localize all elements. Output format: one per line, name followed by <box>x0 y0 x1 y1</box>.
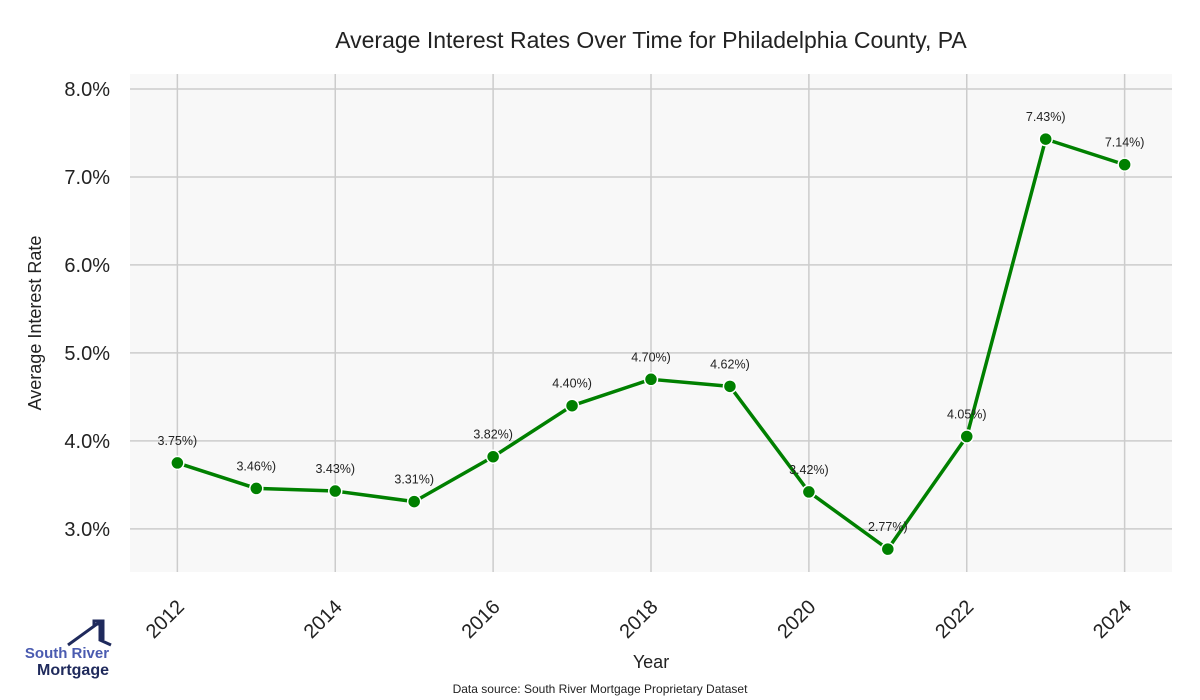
data-point <box>249 481 264 496</box>
y-tick-label: 5.0% <box>64 343 110 365</box>
data-label: 3.82%) <box>473 428 513 442</box>
y-tick-label: 3.0% <box>64 519 110 541</box>
data-source-note: Data source: South River Mortgage Propri… <box>453 682 748 696</box>
data-point <box>406 494 422 509</box>
x-axis-label: Year <box>633 652 669 672</box>
data-label: 3.43%) <box>315 462 355 476</box>
company-logo: South River Mortgage <box>25 619 112 679</box>
data-label: 4.62%) <box>710 357 750 371</box>
data-label: 3.31%) <box>394 473 434 487</box>
chart-title: Average Interest Rates Over Time for Phi… <box>335 27 967 53</box>
x-tick-label: 2012 <box>142 596 189 643</box>
data-point <box>959 429 975 444</box>
data-label: 4.40%) <box>552 377 592 391</box>
x-tick-label: 2022 <box>931 596 978 643</box>
svg-text:Mortgage: Mortgage <box>37 662 109 679</box>
x-tick-label: 2014 <box>300 596 347 643</box>
x-tick-label: 2024 <box>1089 596 1136 643</box>
y-tick-label: 8.0% <box>64 79 110 101</box>
y-tick-label: 7.0% <box>64 167 110 189</box>
x-tick-label: 2018 <box>616 596 663 643</box>
data-point <box>643 372 659 387</box>
data-point <box>564 398 580 413</box>
data-point <box>722 379 738 394</box>
data-label: 7.14%) <box>1105 136 1145 150</box>
data-point <box>485 449 501 464</box>
chimney-icon <box>92 619 105 640</box>
x-tick-label: 2016 <box>458 596 505 643</box>
y-tick-label: 4.0% <box>64 431 110 453</box>
data-label: 3.46%) <box>236 459 276 473</box>
data-label: 2.77%) <box>868 520 908 534</box>
y-axis-label: Average Interest Rate <box>25 236 45 411</box>
data-point <box>880 541 896 557</box>
svg-text:South River: South River <box>25 645 109 662</box>
house-icon <box>67 622 112 647</box>
data-point <box>1038 131 1053 147</box>
data-point <box>1117 157 1132 172</box>
y-tick-label: 6.0% <box>64 255 110 277</box>
data-label: 4.70%) <box>631 350 671 364</box>
data-point <box>801 484 817 500</box>
data-label: 3.75%) <box>158 434 198 448</box>
data-label: 3.42%) <box>789 463 829 477</box>
data-point <box>327 483 343 499</box>
data-point <box>170 455 185 471</box>
x-tick-label: 2020 <box>773 596 820 643</box>
data-label: 7.43%) <box>1026 110 1066 124</box>
data-label: 4.05%) <box>947 408 987 422</box>
